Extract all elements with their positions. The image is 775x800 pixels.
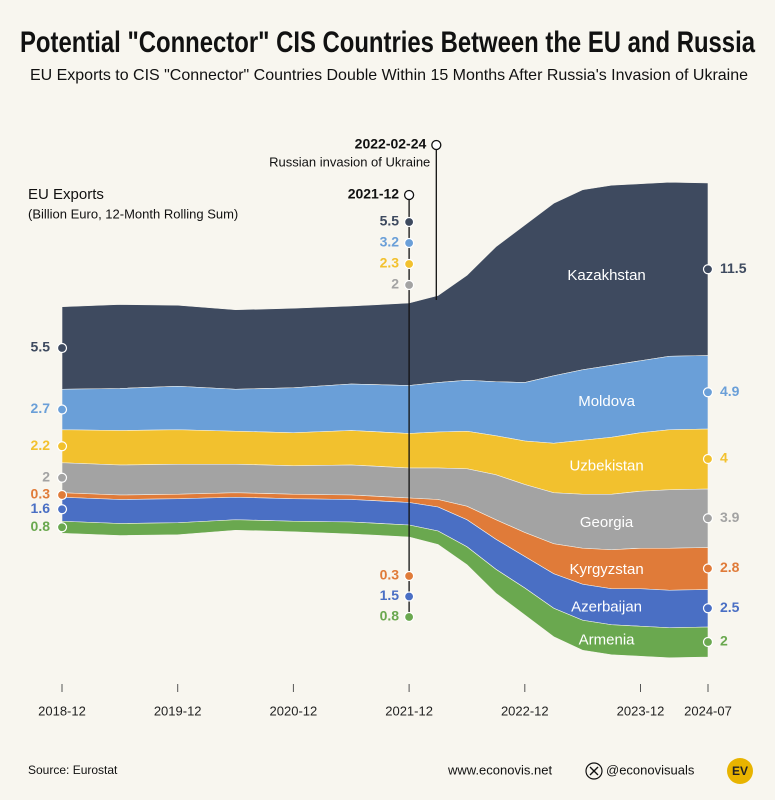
end-dot bbox=[702, 264, 714, 275]
annotation-value-dot bbox=[404, 216, 415, 228]
annotation-label: 2021-12 bbox=[348, 186, 400, 202]
annotation-value: 1.5 bbox=[380, 587, 400, 603]
annotation-value: 5.5 bbox=[380, 213, 400, 229]
chart-subtitle: EU Exports to CIS "Connector" Countries … bbox=[30, 67, 748, 84]
x-tick-label: 2022-12 bbox=[501, 703, 549, 718]
end-dot bbox=[56, 404, 68, 415]
annotation-text: Russian invasion of Ukraine bbox=[269, 154, 430, 169]
annotation-value-dot bbox=[404, 611, 415, 623]
value-label: 2.8 bbox=[720, 559, 740, 575]
annotation-value: 3.2 bbox=[380, 234, 400, 250]
value-label: 2 bbox=[720, 633, 728, 649]
series-label: Armenia bbox=[579, 632, 636, 649]
value-label: 4.9 bbox=[720, 383, 740, 399]
value-label: 2.5 bbox=[720, 599, 740, 615]
annotation-value-dot bbox=[404, 570, 415, 582]
series-label: Uzbekistan bbox=[569, 458, 643, 475]
y-axis-sublabel: (Billion Euro, 12-Month Rolling Sum) bbox=[28, 206, 238, 221]
annotation-value-dot bbox=[404, 258, 415, 270]
series-label: Georgia bbox=[580, 514, 634, 531]
annotation-value-dot bbox=[404, 237, 415, 249]
x-tick-label: 2020-12 bbox=[270, 703, 318, 718]
y-axis-label: EU Exports bbox=[28, 186, 104, 203]
end-dot bbox=[702, 636, 714, 648]
annotation-value: 2 bbox=[391, 276, 399, 292]
x-icon bbox=[585, 762, 603, 780]
value-label: 5.5 bbox=[31, 339, 51, 355]
series-label: Azerbaijan bbox=[571, 599, 642, 616]
value-label: 0.8 bbox=[31, 518, 51, 534]
end-dot bbox=[702, 603, 714, 614]
value-label: 0.3 bbox=[31, 486, 51, 502]
annotation-value: 2.3 bbox=[380, 255, 400, 271]
end-dot bbox=[56, 472, 68, 483]
x-tick-label: 2018-12 bbox=[38, 703, 86, 718]
annotation-label: 2022-02-24 bbox=[355, 136, 427, 152]
chart-title: Potential "Connector" CIS Countries Betw… bbox=[20, 26, 755, 59]
end-dot bbox=[56, 441, 68, 452]
logo-badge bbox=[727, 758, 753, 784]
end-dot bbox=[702, 513, 714, 524]
annotation-dot bbox=[403, 189, 415, 201]
end-dot bbox=[702, 453, 714, 465]
value-label: 1.6 bbox=[31, 500, 51, 516]
end-dot bbox=[702, 563, 714, 574]
area bbox=[61, 519, 709, 659]
x-tick-label: 2019-12 bbox=[154, 703, 202, 718]
source: Source: Eurostat bbox=[28, 763, 118, 777]
series-label: Kazakhstan bbox=[567, 267, 645, 284]
end-dot bbox=[702, 387, 714, 398]
x-tick-label: 2021-12 bbox=[385, 703, 433, 718]
value-label: 3.9 bbox=[720, 509, 740, 525]
annotation-value: 0.3 bbox=[380, 567, 400, 583]
website: www.econovis.net bbox=[447, 762, 552, 777]
annotation-value-dot bbox=[404, 279, 415, 291]
value-label: 2.2 bbox=[31, 437, 51, 453]
handle: @econovisuals bbox=[606, 762, 695, 777]
end-dot bbox=[56, 522, 68, 533]
x-tick-label: 2024-07 bbox=[684, 703, 732, 718]
logo: EV bbox=[732, 764, 748, 778]
value-label: 2 bbox=[42, 468, 50, 484]
end-dot bbox=[56, 342, 68, 354]
value-label: 11.5 bbox=[720, 260, 747, 276]
x-tick-label: 2023-12 bbox=[617, 703, 665, 718]
annotation-value-dot bbox=[404, 591, 415, 602]
annotation-value: 0.8 bbox=[380, 608, 400, 624]
annotation-dot bbox=[431, 139, 442, 151]
end-dot bbox=[56, 504, 68, 515]
value-label: 4 bbox=[720, 450, 728, 466]
series-label: Moldova bbox=[578, 393, 635, 410]
series-label: Kyrgyzstan bbox=[569, 561, 643, 578]
end-dot bbox=[56, 489, 68, 501]
value-label: 2.7 bbox=[31, 400, 51, 416]
